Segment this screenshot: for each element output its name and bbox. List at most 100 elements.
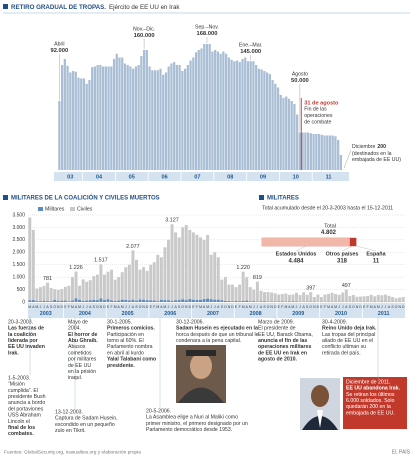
bar — [162, 74, 165, 170]
bar-militares — [142, 299, 146, 302]
bar-militares — [206, 298, 210, 302]
y-tick-label: 500 — [17, 287, 26, 293]
x-tick-label: A — [246, 305, 249, 309]
x-tick-label: A — [345, 305, 348, 309]
bar-militares — [31, 300, 35, 302]
bar-militares — [74, 298, 78, 302]
total-value: 4.802 — [321, 230, 337, 236]
bar — [205, 44, 209, 170]
x-tick-label: J — [253, 305, 255, 309]
data-label: 397 — [306, 286, 315, 292]
x-tick-label: M — [242, 305, 245, 309]
bar-militares — [263, 301, 266, 302]
event-text: Participación en — [107, 332, 144, 338]
chart-title: MILITARES DE LA COALICIÓN Y CIVILES MUER… — [11, 194, 160, 202]
bar-civiles — [106, 271, 110, 302]
x-tick-label: E — [150, 305, 153, 309]
bar — [244, 57, 247, 170]
event-text: “Misión — [8, 382, 25, 388]
photo-sadam — [176, 345, 226, 403]
bar-civiles — [195, 234, 199, 302]
x-tick-label: M — [28, 305, 31, 309]
x-tick-label: M — [35, 305, 38, 309]
x-tick-label: S — [349, 305, 352, 309]
combat-end-note: 31 de agosto — [304, 100, 339, 106]
x-tick-label: A — [174, 305, 177, 309]
bar-civiles — [181, 227, 185, 302]
bar-militares — [195, 299, 199, 302]
y-tick-label: 3.000 — [12, 225, 25, 231]
event-text: EE UU, Barack Obama, — [258, 332, 313, 338]
bar — [337, 140, 340, 170]
subtitle: Ejército de EE UU en Irak — [109, 4, 180, 11]
bar-civiles — [42, 285, 46, 302]
event-text: en abril al kurdo — [107, 350, 144, 356]
bar-civiles — [216, 257, 220, 302]
bar — [71, 71, 75, 170]
data-label: 2.077 — [126, 244, 140, 250]
y-tick-label: 3.500 — [12, 212, 25, 218]
bar — [85, 83, 88, 170]
x-tick-label: 10 — [293, 174, 299, 180]
bar — [224, 53, 228, 170]
bar — [151, 70, 154, 170]
x-tick-label: F — [324, 305, 326, 309]
bar — [306, 132, 310, 170]
bar-militares — [291, 301, 295, 302]
x-tick-label: N — [185, 305, 188, 309]
bar — [216, 51, 220, 170]
bar — [99, 65, 102, 170]
bar — [326, 135, 329, 170]
bar-civiles — [188, 229, 192, 302]
bar — [255, 65, 258, 170]
x-tick-label: M — [156, 305, 159, 309]
x-tick-label: M — [199, 305, 202, 309]
bar-militares — [124, 300, 128, 302]
event-text: 30-1-2005. — [107, 319, 132, 325]
bar — [115, 53, 118, 170]
bar-militares — [227, 301, 231, 302]
x-tick-label: J — [296, 305, 298, 309]
event-text: quedarán 200 en la — [346, 404, 391, 410]
bar-civiles — [291, 294, 295, 302]
bar-civiles — [376, 295, 380, 302]
x-tick-label: O — [395, 305, 398, 309]
bar-civiles — [284, 293, 288, 302]
bar — [140, 56, 143, 170]
bar — [227, 57, 230, 170]
x-tick-label: N — [100, 305, 103, 309]
x-tick-label: F — [367, 305, 369, 309]
bar-militares — [78, 300, 82, 302]
bar — [246, 61, 250, 170]
segment-value: 4.484 — [288, 259, 304, 265]
x-tick-label: S — [50, 305, 53, 309]
event-text: EE UU abandona Irak. — [346, 386, 400, 392]
x-tick-label: J — [381, 305, 383, 309]
bar-segment — [262, 238, 350, 246]
chart-subtitle: Total acumulado desde el 20-3-2003 hasta… — [262, 205, 393, 211]
x-tick-label: S — [178, 305, 181, 309]
bar-civiles — [398, 297, 402, 302]
x-tick-label: A — [118, 305, 121, 309]
bar — [186, 65, 189, 170]
bar — [328, 135, 332, 170]
bar — [203, 44, 206, 170]
bar — [170, 63, 173, 170]
chart-title: RETIRO GRADUAL DE TROPAS. Ejército de EE … — [11, 4, 180, 11]
bar-civiles — [170, 224, 174, 302]
bar-civiles — [344, 289, 348, 302]
bar — [271, 80, 274, 170]
bar-militares — [38, 301, 42, 302]
event-text: Las tropas del principal — [322, 332, 375, 338]
chart-title: MILITARES — [267, 196, 299, 202]
x-tick-label: N — [313, 305, 316, 309]
bar-civiles — [184, 224, 188, 302]
bar-militares — [127, 300, 131, 302]
bar-militares — [223, 301, 227, 302]
legend-label: Civiles — [77, 207, 93, 213]
bar-militares — [60, 300, 64, 302]
event-text: por militares — [68, 357, 97, 363]
bar — [339, 155, 343, 170]
bar — [249, 61, 252, 170]
axis-band — [28, 303, 405, 318]
